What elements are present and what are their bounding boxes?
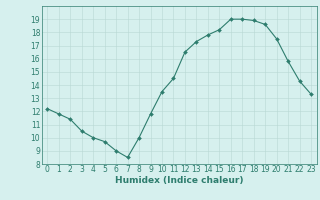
X-axis label: Humidex (Indice chaleur): Humidex (Indice chaleur) bbox=[115, 176, 244, 185]
